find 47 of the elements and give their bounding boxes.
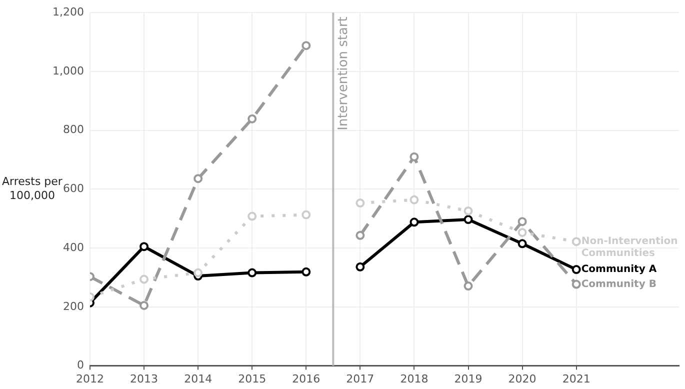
- y-axis-title: Arrests per 100,000: [2, 175, 63, 202]
- y-tick-label: 200: [63, 300, 84, 313]
- series-label: Community B: [581, 278, 656, 290]
- x-tick-label: 2016: [292, 372, 320, 386]
- point: [140, 274, 149, 284]
- point: [464, 206, 473, 216]
- y-tick-label: 800: [63, 123, 84, 136]
- y-tick-label: 1,000: [52, 64, 84, 78]
- x-tick-label: 2019: [454, 372, 482, 386]
- y-tick-label: 0: [77, 358, 84, 372]
- point: [518, 239, 527, 248]
- point: [518, 217, 527, 226]
- y-tick-label: 600: [63, 182, 84, 196]
- point: [410, 218, 419, 227]
- point: [302, 41, 311, 50]
- point: [194, 268, 203, 278]
- point: [518, 228, 527, 237]
- point: [194, 174, 203, 184]
- point: [356, 198, 365, 208]
- point: [464, 215, 473, 224]
- x-tick-label: 2012: [76, 372, 104, 386]
- point: [248, 268, 257, 278]
- y-tick-label: 400: [63, 240, 84, 254]
- point: [248, 212, 257, 221]
- point: [302, 267, 311, 276]
- x-tick-label: 2020: [508, 372, 536, 386]
- point: [356, 230, 365, 240]
- point: [572, 237, 581, 246]
- point: [356, 262, 365, 272]
- x-tick-label: 2015: [238, 372, 266, 386]
- point: [410, 152, 419, 162]
- point: [302, 210, 311, 220]
- x-tick-label: 2021: [562, 372, 590, 386]
- point: [410, 195, 419, 204]
- x-tick-label: 2017: [346, 372, 374, 386]
- point: [140, 242, 149, 252]
- point: [140, 300, 149, 310]
- point: [572, 265, 581, 274]
- point: [464, 282, 473, 291]
- x-tick-label: 2013: [130, 372, 158, 386]
- ref-line-label: Intervention start: [336, 16, 352, 130]
- x-tick-label: 2014: [184, 372, 212, 386]
- point: [572, 280, 581, 289]
- point: [248, 114, 257, 124]
- series-label: Community A: [581, 264, 657, 276]
- x-tick-label: 2018: [400, 372, 428, 386]
- y-tick-label: 1,200: [52, 5, 84, 18]
